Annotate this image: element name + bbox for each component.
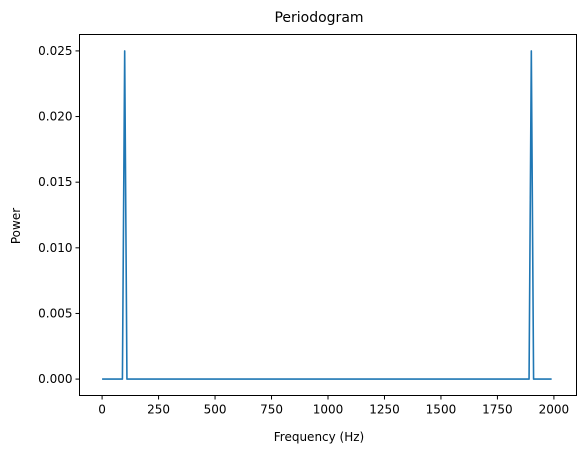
y-tick-label: 0.010 — [38, 241, 72, 255]
x-tick-label: 1500 — [426, 403, 457, 417]
x-tick-label: 1750 — [482, 403, 513, 417]
y-axis-label: Power — [9, 208, 23, 244]
plot-area: 0 250 500 750 1000 1250 1500 1750 2000 0.000 0.005… — [38, 44, 569, 417]
y-tick-label: 0.025 — [38, 44, 72, 58]
series-line — [102, 50, 552, 380]
x-tick-label: 750 — [260, 403, 283, 417]
axes-frame — [79, 34, 577, 396]
x-tick-label: 250 — [147, 403, 170, 417]
y-tick-label: 0.000 — [38, 372, 72, 386]
x-tick-label: 1000 — [313, 403, 344, 417]
x-tick-label: 0 — [98, 403, 106, 417]
x-axis-label: Frequency (Hz) — [274, 430, 365, 444]
y-tick-label: 0.020 — [38, 110, 72, 124]
x-tick-label: 2000 — [539, 403, 570, 417]
y-tick-label: 0.015 — [38, 175, 72, 189]
x-tick-label: 500 — [204, 403, 227, 417]
chart-title: Periodogram — [274, 10, 363, 26]
y-tick-label: 0.005 — [38, 306, 72, 320]
x-tick-label: 1250 — [369, 403, 400, 417]
